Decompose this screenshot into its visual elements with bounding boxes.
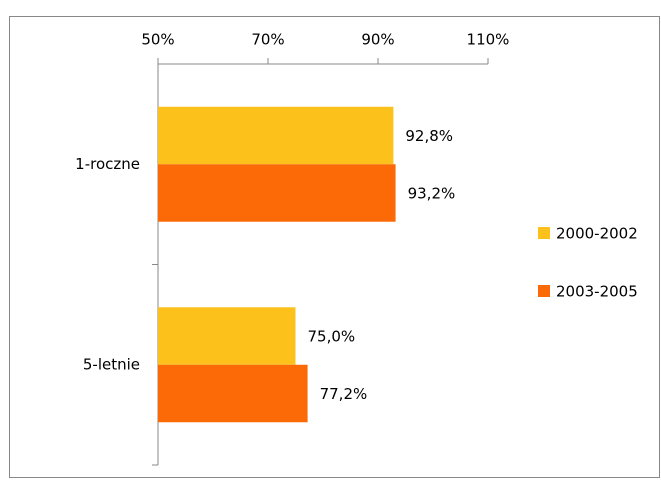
y-tick-label: 5-letnie	[83, 355, 140, 373]
bar	[158, 307, 296, 365]
y-tick-label: 1-roczne	[75, 155, 140, 173]
value-label: 77,2%	[320, 385, 368, 403]
legend-swatch	[538, 227, 550, 239]
bar	[158, 364, 308, 423]
value-label: 93,2%	[408, 185, 456, 203]
x-tick-label: 110%	[467, 31, 510, 49]
value-label: 92,8%	[405, 127, 453, 145]
bar	[158, 106, 394, 165]
x-tick-label: 70%	[251, 31, 284, 49]
x-tick-label: 50%	[141, 31, 174, 49]
bar	[158, 164, 396, 222]
x-tick-label: 90%	[361, 31, 394, 49]
legend-swatch	[538, 285, 550, 297]
value-label: 75,0%	[308, 328, 356, 346]
legend-label: 2000-2002	[556, 225, 638, 243]
chart-frame	[9, 16, 660, 478]
legend-label: 2003-2005	[556, 283, 638, 301]
